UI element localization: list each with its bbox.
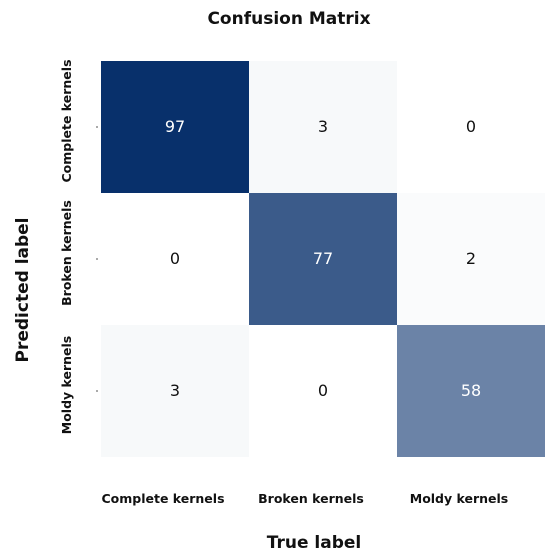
cell-value-r2-c0: 3 [170, 381, 180, 400]
cell-r1-c1 [249, 193, 397, 325]
y-tick-labels: Complete kernels Broken kernels Moldy kern… [59, 59, 74, 434]
cell-value-r0-c1: 3 [318, 117, 328, 136]
cell-value-r1-c1: 77 [313, 249, 333, 268]
cell-r2-c2 [397, 325, 545, 457]
y-axis-title: Predicted label [13, 217, 33, 362]
y-tick-label-broken-kernels: Broken kernels [59, 200, 74, 306]
cell-r1-c2 [397, 193, 545, 325]
heatmap-cells: 97 3 00 77 23 0 58 [101, 61, 545, 457]
y-tick-label-complete-kernels: Complete kernels [59, 59, 74, 182]
cell-r0-c0 [101, 61, 249, 193]
x-tick-label-complete-kernels: Complete kernels [101, 491, 224, 506]
x-tick-label-moldy-kernels: Moldy kernels [410, 491, 508, 506]
cell-r2-c0 [101, 325, 249, 457]
x-tick-labels: Complete kernels Broken kernels Moldy kern… [101, 491, 508, 506]
cell-r0-c1 [249, 61, 397, 193]
tick-marks [96, 126, 98, 392]
y-tick-label-moldy-kernels: Moldy kernels [59, 336, 74, 434]
chart-title: Confusion Matrix [207, 9, 370, 29]
cell-value-r0-c0: 97 [165, 117, 185, 136]
cell-r2-c1 [249, 325, 397, 457]
cell-value-r1-c0: 0 [170, 249, 180, 268]
cell-r0-c2 [397, 61, 545, 193]
cell-r1-c0 [101, 193, 249, 325]
cell-value-r2-c2: 58 [461, 381, 481, 400]
cell-value-r2-c1: 0 [318, 381, 328, 400]
cell-value-r0-c2: 0 [466, 117, 476, 136]
x-axis-title: True label [267, 533, 362, 553]
cell-value-r1-c2: 2 [466, 249, 476, 268]
x-tick-label-broken-kernels: Broken kernels [258, 491, 364, 506]
